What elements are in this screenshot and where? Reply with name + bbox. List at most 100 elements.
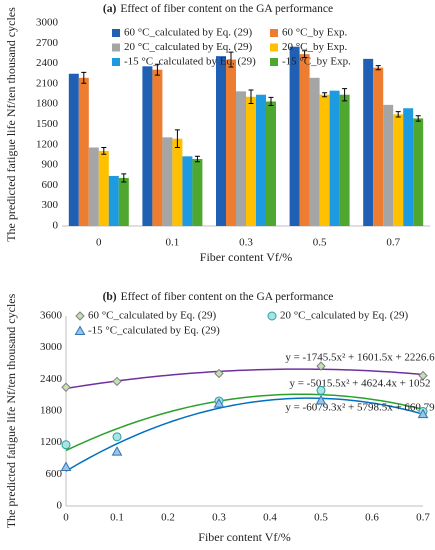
y-tick-label: 3000 (40, 341, 63, 353)
bar (108, 175, 119, 226)
error-bar (174, 129, 180, 149)
error-bar (395, 111, 401, 118)
bar (319, 94, 330, 226)
y-tick-label: 2700 (36, 37, 59, 49)
bar (88, 147, 99, 226)
error-bar (121, 173, 127, 183)
x-tick-label: 0.2 (161, 512, 175, 524)
legend-marker (75, 311, 85, 321)
x-tick-label: 0 (63, 512, 69, 524)
error-bar (268, 96, 274, 107)
trendline (65, 368, 424, 390)
marker (213, 398, 225, 408)
bar (68, 73, 79, 226)
error-bar (375, 65, 381, 71)
legend-label: 20 °C_calculated by Eq. (29) (280, 310, 408, 322)
y-tick-label: 3000 (36, 17, 59, 29)
y-tick-label: 1200 (40, 436, 63, 448)
bar (118, 177, 129, 226)
marker (112, 432, 122, 442)
bar (403, 108, 414, 226)
x-tick-label: 0.7 (386, 237, 400, 249)
legend-label: -15 °C_by Exp. (282, 56, 351, 68)
bar (162, 137, 173, 226)
legend-swatch (270, 29, 278, 37)
bar (339, 94, 350, 226)
bar (289, 46, 300, 226)
marker (418, 370, 428, 381)
legend-swatch (112, 58, 120, 66)
bar (142, 66, 153, 226)
bar (246, 96, 256, 226)
bar (216, 56, 226, 227)
bar (266, 101, 276, 226)
error-bar (194, 155, 200, 163)
y-tick-label: 600 (46, 468, 63, 480)
legend-marker (267, 311, 277, 321)
trendline-equation: y = -1745.5x² + 1601.5x + 2226.6 (285, 352, 435, 364)
marker (316, 385, 326, 395)
chart-title: (b) Effect of fiber content on the GA per… (103, 291, 334, 303)
error-bar (302, 50, 308, 59)
legend-swatch (270, 58, 278, 66)
x-tick-label: 0 (96, 237, 102, 249)
y-tick-label: 2100 (36, 77, 59, 89)
legend-label: 60 °C_calculated by Eq. (29) (124, 27, 252, 39)
y-tick-label: 1200 (36, 138, 59, 150)
x-axis-title: Fiber content Vf/% (200, 250, 292, 264)
bar (309, 77, 320, 226)
marker (112, 376, 122, 387)
bar (98, 150, 109, 226)
bar (413, 118, 424, 226)
bar (363, 58, 374, 226)
x-tick-label: 0.1 (110, 512, 124, 524)
y-tick-label: 3600 (40, 310, 63, 322)
bar (383, 104, 394, 226)
x-axis-title: Fiber content Vf/% (198, 530, 290, 544)
legend-label: 20 °C_calculated by Eq. (29) (124, 41, 252, 53)
marker (111, 446, 123, 456)
error-bar (154, 63, 160, 76)
panel-label: (a) (103, 3, 117, 15)
panel-label: (b) (103, 291, 117, 303)
trendline-equation: y = -5015.5x² + 4624.4x + 1052 (289, 378, 430, 390)
error-bar (81, 71, 87, 84)
legend-swatch (112, 43, 120, 52)
legend-marker (74, 325, 86, 335)
x-tick-label: 0.4 (263, 512, 277, 524)
trendline (65, 393, 424, 452)
legend-label: 60 °C_by Exp. (282, 27, 347, 39)
y-tick-label: 0 (53, 220, 59, 232)
y-axis-title: The predicted fatigue life Nf/ten thousa… (4, 7, 18, 242)
title-text: Effect of fiber content on the GA perfor… (121, 291, 334, 303)
trendline (65, 397, 424, 472)
y-tick-label: 1800 (40, 405, 63, 417)
x-tick-label: 0.6 (365, 512, 379, 524)
x-tick-label: 0.1 (166, 237, 180, 249)
bar (299, 54, 310, 227)
y-axis-title: The predicted fatigue life Nf/ten thousa… (4, 293, 18, 528)
legend-label: -15 °C_calculated by Eq. (29) (88, 325, 220, 337)
error-bar (101, 147, 107, 155)
x-tick-label: 0.5 (314, 512, 328, 524)
bar (182, 156, 193, 226)
y-tick-label: 2400 (40, 373, 63, 385)
error-bar (322, 92, 328, 98)
marker (315, 394, 327, 405)
y-tick-label: 1500 (36, 118, 59, 130)
legend-swatch (270, 43, 278, 52)
legend-label: -15 °C_calculated by Eq. (29) (124, 56, 256, 68)
error-bar (415, 115, 421, 122)
legend-label: 60 °C_calculated by Eq. (29) (88, 310, 216, 322)
trendline-equation: y = -6079.3x² + 5798.5x + 660.79 (285, 402, 435, 414)
marker (61, 440, 71, 450)
bar (226, 59, 236, 226)
error-bar (228, 51, 234, 68)
x-tick-label: 0.3 (239, 237, 253, 249)
x-tick-label: 0.5 (313, 237, 327, 249)
bar (373, 67, 384, 226)
bar (329, 90, 340, 227)
y-tick-label: 900 (42, 159, 59, 171)
bar (152, 69, 163, 226)
marker (316, 361, 326, 371)
